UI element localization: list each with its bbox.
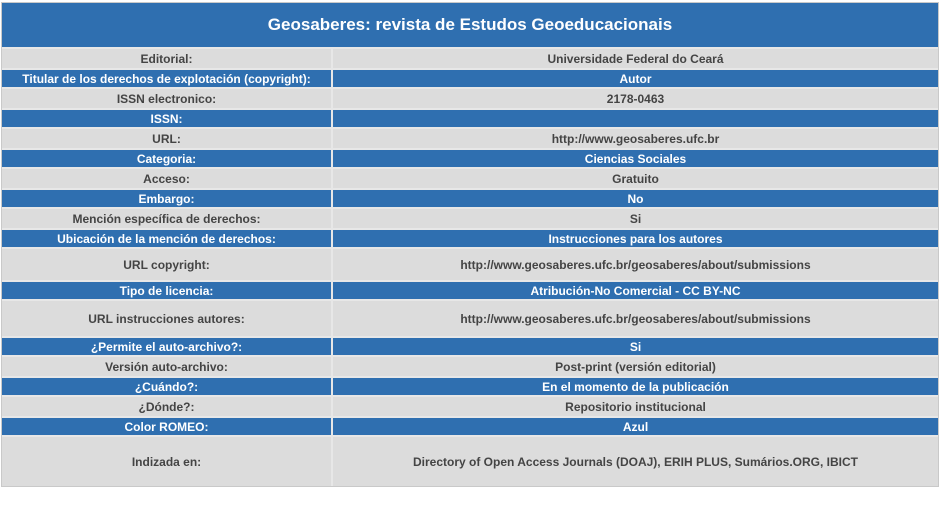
- row-label: Ubicación de la mención de derechos:: [2, 230, 333, 249]
- row-rights-mention: Mención específica de derechos: Si: [2, 209, 938, 230]
- row-url-copyright: URL copyright: http://www.geosaberes.ufc…: [2, 249, 938, 282]
- row-access: Acceso: Gratuito: [2, 169, 938, 190]
- row-label: URL copyright:: [2, 249, 333, 282]
- row-label: ISSN:: [2, 110, 333, 129]
- row-label: Embargo:: [2, 190, 333, 209]
- row-rights-location: Ubicación de la mención de derechos: Ins…: [2, 230, 938, 249]
- row-value: http://www.geosaberes.ufc.br: [333, 129, 938, 150]
- row-label: Versión auto-archivo:: [2, 357, 333, 378]
- row-copyright-holder: Titular de los derechos de explotación (…: [2, 70, 938, 89]
- row-label: ISSN electronico:: [2, 89, 333, 110]
- row-embargo: Embargo: No: [2, 190, 938, 209]
- row-value: Si: [333, 338, 938, 357]
- journal-title: Geosaberes: revista de Estudos Geoeducac…: [2, 3, 938, 49]
- row-value: Post-print (versión editorial): [333, 357, 938, 378]
- row-label: Editorial:: [2, 49, 333, 70]
- row-value: http://www.geosaberes.ufc.br/geosaberes/…: [333, 301, 938, 338]
- row-value: Si: [333, 209, 938, 230]
- row-label: Color ROMEO:: [2, 418, 333, 437]
- row-value: [333, 110, 938, 129]
- journal-info-table: Editorial: Universidade Federal do Ceará…: [2, 49, 938, 486]
- row-self-archiving: ¿Permite el auto-archivo?: Si: [2, 338, 938, 357]
- row-label: ¿Dónde?:: [2, 397, 333, 418]
- row-archiving-version: Versión auto-archivo: Post-print (versió…: [2, 357, 938, 378]
- row-category: Categoria: Ciencias Sociales: [2, 150, 938, 169]
- row-where: ¿Dónde?: Repositorio institucional: [2, 397, 938, 418]
- row-label: ¿Permite el auto-archivo?:: [2, 338, 333, 357]
- row-indexed-in: Indizada en: Directory of Open Access Jo…: [2, 437, 938, 486]
- row-when: ¿Cuándo?: En el momento de la publicació…: [2, 378, 938, 397]
- row-label: URL:: [2, 129, 333, 150]
- row-value: Universidade Federal do Ceará: [333, 49, 938, 70]
- row-value: http://www.geosaberes.ufc.br/geosaberes/…: [333, 249, 938, 282]
- row-value: Directory of Open Access Journals (DOAJ)…: [333, 437, 938, 486]
- row-label: Mención específica de derechos:: [2, 209, 333, 230]
- row-label: ¿Cuándo?:: [2, 378, 333, 397]
- row-label: Categoria:: [2, 150, 333, 169]
- row-url: URL: http://www.geosaberes.ufc.br: [2, 129, 938, 150]
- row-label: Indizada en:: [2, 437, 333, 486]
- row-value: Repositorio institucional: [333, 397, 938, 418]
- row-license-type: Tipo de licencia: Atribución-No Comercia…: [2, 282, 938, 301]
- row-issn-electronic: ISSN electronico: 2178-0463: [2, 89, 938, 110]
- row-label: URL instrucciones autores:: [2, 301, 333, 338]
- row-value: No: [333, 190, 938, 209]
- row-romeo-color: Color ROMEO: Azul: [2, 418, 938, 437]
- row-label: Tipo de licencia:: [2, 282, 333, 301]
- row-value: Ciencias Sociales: [333, 150, 938, 169]
- journal-info-panel: Geosaberes: revista de Estudos Geoeducac…: [1, 2, 939, 487]
- row-value: Autor: [333, 70, 938, 89]
- row-value: Azul: [333, 418, 938, 437]
- row-issn: ISSN:: [2, 110, 938, 129]
- row-value: Atribución-No Comercial - CC BY-NC: [333, 282, 938, 301]
- row-label: Acceso:: [2, 169, 333, 190]
- row-value: Gratuito: [333, 169, 938, 190]
- row-value: 2178-0463: [333, 89, 938, 110]
- row-url-author-instructions: URL instrucciones autores: http://www.ge…: [2, 301, 938, 338]
- row-value: En el momento de la publicación: [333, 378, 938, 397]
- row-value: Instrucciones para los autores: [333, 230, 938, 249]
- row-label: Titular de los derechos de explotación (…: [2, 70, 333, 89]
- row-editorial: Editorial: Universidade Federal do Ceará: [2, 49, 938, 70]
